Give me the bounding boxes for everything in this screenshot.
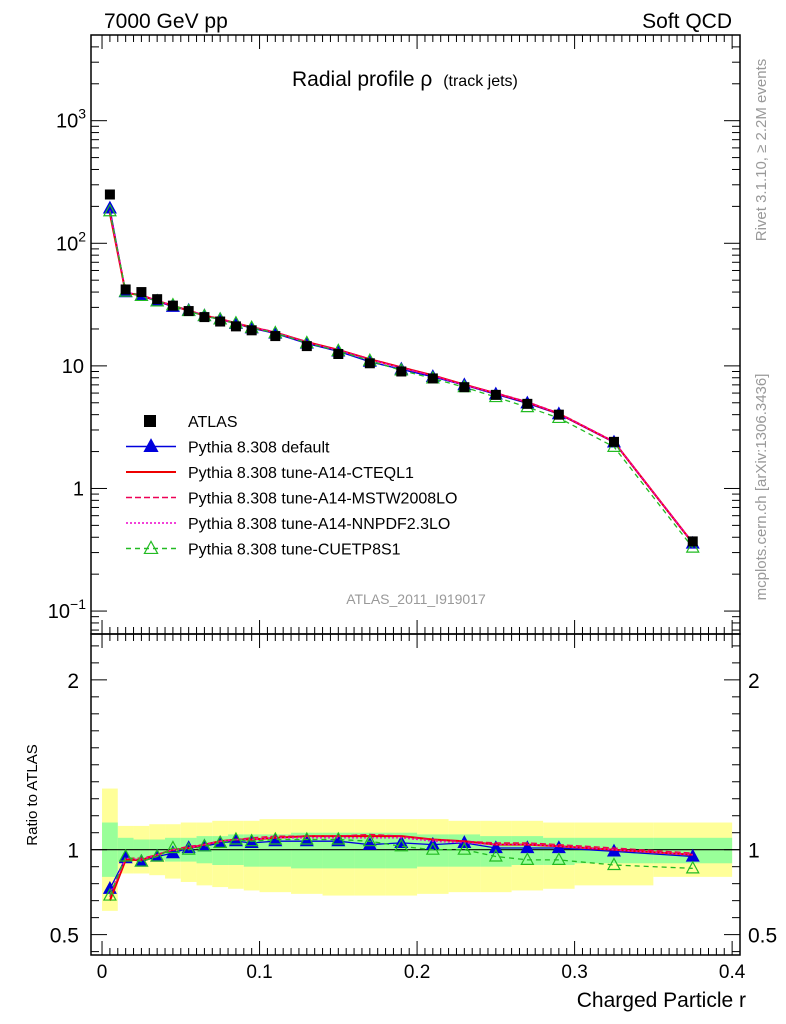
- x-tick-label-4: 0.4: [719, 962, 746, 983]
- x-tick-label-1: 0.1: [246, 962, 272, 983]
- ratio-series-marker-4-18: [520, 852, 535, 865]
- main-series-marker-4-21: [685, 539, 700, 553]
- ratio-series-line-4: [109, 838, 693, 896]
- x-tick-label-3: 0.3: [561, 962, 587, 983]
- axis-ticks: 0 0.1 0.2 0.3 0.4 10−1 1 10 102 103 0.5 0.5 1 1 2 2: [48, 34, 777, 983]
- chart-title: Radial profile ρ (track jets): [292, 68, 518, 91]
- energy-label: 7000 GeV pp: [104, 10, 228, 33]
- main-series-lines: [102, 189, 700, 553]
- data-point-1: [120, 284, 131, 295]
- main-series-line-3: [109, 210, 694, 544]
- ratio-series-marker-4-0: [102, 887, 117, 901]
- ratio-y-tick-label-left-2: 2: [67, 670, 79, 693]
- data-point-0: [104, 189, 115, 200]
- main-y-tick-label-1: 1: [73, 478, 84, 500]
- chart-title-suffix: (track jets): [443, 73, 518, 90]
- data-point-14: [396, 366, 407, 377]
- ratio-series-marker-4-8: [228, 831, 243, 845]
- ratio-series-marker-4-6: [197, 838, 212, 852]
- main-y-tick-label-0: 10−1: [48, 596, 86, 623]
- ratio-series-marker-4-12: [331, 831, 346, 845]
- data-point-3: [152, 294, 163, 305]
- mcplots-label: mcplots.cern.ch [arXiv:1306.3436]: [753, 374, 770, 601]
- data-point-12: [333, 348, 344, 359]
- data-point-16: [459, 382, 470, 393]
- main-series-line-4: [109, 211, 694, 549]
- data-point-17: [490, 389, 501, 400]
- legend-marker-data: [144, 415, 156, 427]
- ratio-series-marker-0-9: [244, 835, 259, 849]
- x-tick-label-0: 0: [97, 962, 108, 983]
- ratio-series-marker-0-13: [362, 836, 377, 850]
- x-axis-label: Charged Particle r: [577, 989, 746, 1012]
- legend-label-4: Pythia 8.308 tune-A14-NNPDF2.3LO: [188, 516, 450, 533]
- data-point-19: [553, 409, 564, 420]
- data-point-4: [167, 300, 178, 311]
- ratio-series-line-0: [109, 840, 693, 890]
- ratio-series-marker-4-14: [394, 838, 409, 852]
- data-point-2: [136, 287, 147, 298]
- ratio-series-marker-4-17: [488, 848, 503, 862]
- ratio-series-marker-4-16: [457, 841, 472, 855]
- ratio-series-marker-0-17: [488, 840, 503, 854]
- main-y-tick-label-4: 103: [56, 106, 86, 133]
- ratio-series-marker-4-11: [299, 831, 314, 845]
- legend-label-2: Pythia 8.308 tune-A14-CTEQL1: [188, 465, 414, 482]
- ratio-series-marker-4-5: [181, 841, 196, 855]
- legend-label-0: ATLAS: [188, 414, 238, 431]
- main-series-marker-4-0: [102, 203, 117, 217]
- ratio-series-marker-4-2: [134, 853, 149, 867]
- legend-label-3: Pythia 8.308 tune-A14-MSTW2008LO: [188, 491, 457, 508]
- data-point-6: [199, 312, 210, 323]
- legend-marker-0: [143, 438, 159, 453]
- ratio-y-tick-label-right-2: 2: [748, 670, 760, 693]
- data-point-7: [215, 316, 226, 327]
- data-point-20: [608, 436, 619, 447]
- ratio-series-marker-4-10: [268, 831, 283, 845]
- ratio-series-marker-4-3: [150, 848, 165, 862]
- rivet-version-label: Rivet 3.1.10, ≥ 2.2M events: [753, 59, 770, 242]
- ratio-series-marker-4-7: [213, 835, 228, 849]
- ratio-series-marker-0-11: [299, 833, 314, 847]
- data-point-15: [427, 373, 438, 384]
- ratio-series-lines: [102, 831, 700, 902]
- data-point-13: [364, 358, 375, 369]
- data-point-8: [230, 321, 241, 332]
- legend-marker-4: [143, 540, 159, 555]
- ratio-y-tick-label-left-1: 1: [67, 840, 79, 863]
- legend: ATLAS Pythia 8.308 default Pythia 8.308 tu…: [126, 414, 457, 559]
- analysis-label: ATLAS_2011_I919017: [346, 591, 486, 607]
- ratio-series-marker-4-9: [244, 833, 259, 847]
- data-point-21: [687, 536, 698, 547]
- ratio-y-axis-label: Ratio to ATLAS: [24, 744, 41, 845]
- ratio-y-tick-label-left-0: 0.5: [50, 925, 79, 948]
- ratio-series-marker-4-4: [165, 840, 180, 854]
- ratio-y-tick-label-right-1: 1: [748, 840, 760, 863]
- main-y-tick-label-2: 10: [62, 356, 84, 378]
- ratio-series-marker-4-1: [118, 848, 133, 862]
- data-point-18: [522, 398, 533, 409]
- legend-label-1: Pythia 8.308 default: [188, 440, 330, 457]
- ratio-series-marker-4-19: [551, 852, 566, 865]
- ratio-series-marker-4-13: [362, 833, 377, 847]
- plot-frames: [90, 34, 741, 956]
- main-y-tick-label-3: 102: [56, 228, 86, 255]
- data-point-11: [301, 341, 312, 352]
- ratio-frame: [90, 633, 741, 956]
- legend-label-5: Pythia 8.308 tune-CUETP8S1: [188, 542, 401, 559]
- process-label: Soft QCD: [642, 10, 732, 33]
- x-tick-label-2: 0.2: [404, 962, 430, 983]
- chart-title-main: Radial profile ρ: [292, 68, 432, 91]
- ratio-y-tick-label-right-0: 0.5: [748, 925, 777, 948]
- data-point-10: [270, 331, 281, 342]
- data-point-5: [183, 306, 194, 317]
- ratio-series-marker-4-21: [685, 860, 700, 874]
- ratio-series-marker-4-20: [606, 857, 621, 871]
- data-point-9: [246, 325, 257, 336]
- ratio-series-marker-4-15: [425, 841, 440, 855]
